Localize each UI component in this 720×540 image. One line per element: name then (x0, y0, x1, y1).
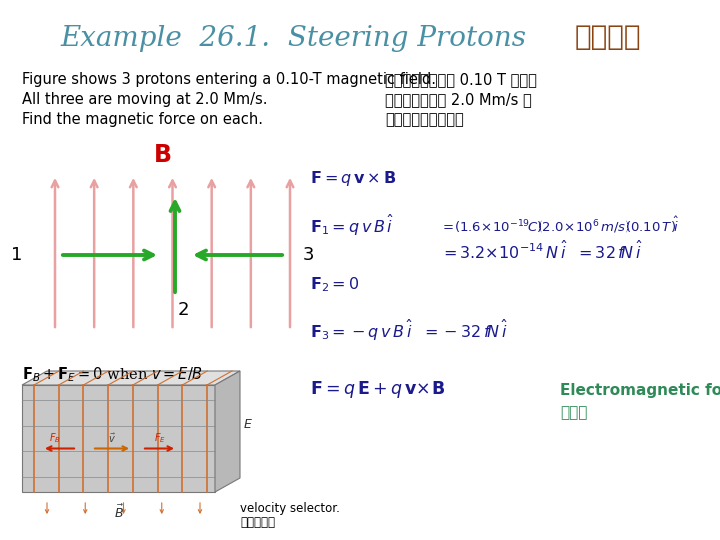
Text: $= 3.2\!\times\!10^{-14}\,N\,\hat{i}\ \ = 32\,f\!N\,\hat{i}$: $= 3.2\!\times\!10^{-14}\,N\,\hat{i}\ \ … (440, 241, 642, 263)
Text: $F_E$: $F_E$ (153, 431, 166, 446)
Text: $\mathbf{F} = q\,\mathbf{E} + q\,\mathbf{v}\!\times\!\mathbf{B}$: $\mathbf{F} = q\,\mathbf{E} + q\,\mathbf… (310, 380, 445, 401)
Text: 圖示三質子進入一 0.10 T 磁場。: 圖示三質子進入一 0.10 T 磁場。 (385, 72, 537, 87)
Text: $\mathbf{F} = q\,\mathbf{v} \times \mathbf{B}$: $\mathbf{F} = q\,\mathbf{v} \times \math… (310, 168, 397, 187)
Text: 1: 1 (12, 246, 23, 264)
Text: 求每個受到的磁力。: 求每個受到的磁力。 (385, 112, 464, 127)
Text: All three are moving at 2.0 Mm/s.: All three are moving at 2.0 Mm/s. (22, 92, 268, 107)
Polygon shape (22, 371, 240, 385)
Text: $= \!\left(1.6\!\times\!10^{-19}\!C\right)\!\!\left(2.0\!\times\!10^6\,m/s\right: $= \!\left(1.6\!\times\!10^{-19}\!C\righ… (440, 215, 679, 235)
Polygon shape (215, 371, 240, 492)
Text: velocity selector.: velocity selector. (240, 502, 340, 515)
Text: Find the magnetic force on each.: Find the magnetic force on each. (22, 112, 263, 127)
Text: $\mathbf{F}_3 = -q\,v\,B\,\hat{i}\ \ = -32\,f\!N\,\hat{i}$: $\mathbf{F}_3 = -q\,v\,B\,\hat{i}\ \ = -… (310, 318, 508, 342)
Text: Example  26.1.  Steering Protons: Example 26.1. Steering Protons (60, 24, 526, 51)
Text: 引導質子: 引導質子 (575, 24, 642, 51)
Text: 電磁力: 電磁力 (560, 406, 588, 421)
Text: 速度選擇器: 速度選擇器 (240, 516, 275, 529)
Text: 3: 3 (302, 246, 314, 264)
Text: $\mathbf{F}_1 = q\,v\,B\,\hat{i}$: $\mathbf{F}_1 = q\,v\,B\,\hat{i}$ (310, 213, 394, 238)
Text: Electromagnetic force: Electromagnetic force (560, 382, 720, 397)
Text: $\mathbf{F}_2 = 0$: $\mathbf{F}_2 = 0$ (310, 275, 359, 294)
Text: $\vec{v}$: $\vec{v}$ (108, 432, 116, 445)
Text: E: E (244, 418, 252, 431)
Text: 2: 2 (177, 301, 189, 319)
Text: Figure shows 3 protons entering a 0.10-T magnetic field.: Figure shows 3 protons entering a 0.10-T… (22, 72, 436, 87)
Text: $\mathbf{F}_B + \mathbf{F}_E = 0$ when $v = E/B$: $\mathbf{F}_B + \mathbf{F}_E = 0$ when $… (22, 365, 203, 384)
Polygon shape (22, 385, 215, 492)
Text: $\vec{B}$: $\vec{B}$ (114, 504, 123, 521)
Text: B: B (153, 143, 171, 167)
Text: $F_B$: $F_B$ (48, 431, 60, 446)
Text: 三個的速率都是 2.0 Mm/s 。: 三個的速率都是 2.0 Mm/s 。 (385, 92, 532, 107)
